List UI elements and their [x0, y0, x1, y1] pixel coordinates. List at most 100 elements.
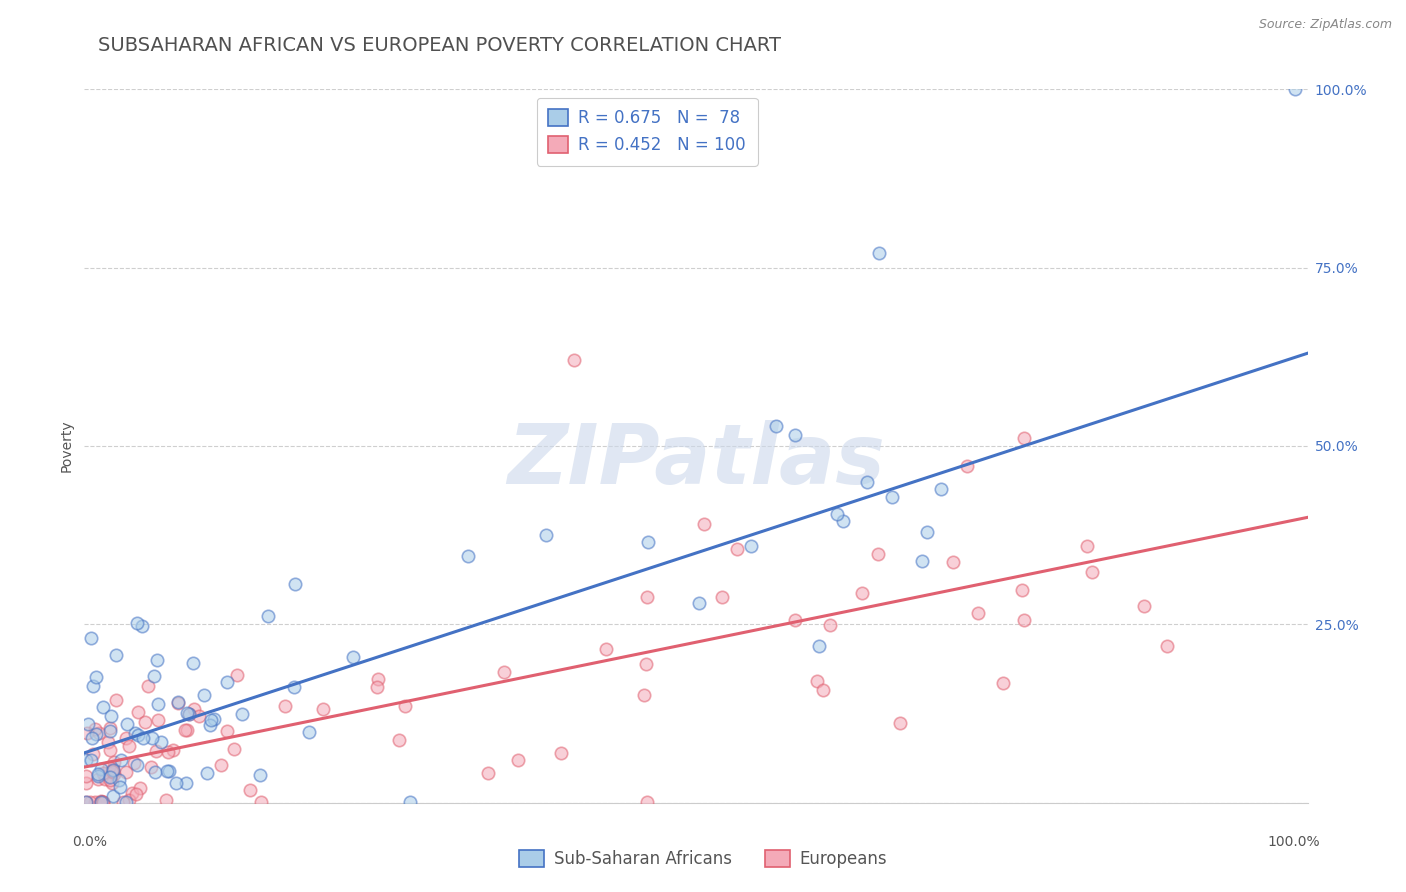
Point	[1132, 599, 1154, 613]
Text: SUBSAHARAN AFRICAN VS EUROPEAN POVERTY CORRELATION CHART: SUBSAHARAN AFRICAN VS EUROPEAN POVERTY C…	[98, 36, 782, 54]
Point	[1080, 566, 1102, 580]
Point	[550, 746, 572, 760]
Point	[75, 795, 97, 809]
Point	[103, 762, 125, 776]
Point	[181, 656, 204, 670]
Point	[127, 705, 149, 719]
Point	[808, 639, 831, 653]
Point	[94, 772, 117, 787]
Point	[312, 702, 335, 716]
Point	[851, 586, 873, 600]
Point	[388, 733, 411, 747]
Point	[157, 764, 180, 778]
Point	[725, 541, 748, 556]
Point	[75, 753, 97, 767]
Point	[222, 742, 245, 756]
Point	[198, 718, 221, 732]
Point	[142, 669, 165, 683]
Point	[115, 795, 138, 809]
Point	[177, 707, 200, 722]
Point	[98, 772, 121, 787]
Point	[75, 795, 97, 809]
Point	[868, 547, 890, 561]
Point	[103, 789, 125, 804]
Point	[146, 697, 169, 711]
Point	[139, 760, 162, 774]
Point	[915, 524, 938, 539]
Point	[87, 726, 110, 740]
Point	[100, 709, 122, 723]
Point	[103, 755, 125, 769]
Point	[90, 762, 112, 776]
Point	[90, 795, 112, 809]
Point	[98, 723, 121, 738]
Point	[118, 792, 141, 806]
Point	[637, 535, 659, 549]
Point	[284, 577, 307, 591]
Point	[783, 613, 806, 627]
Point	[636, 657, 658, 672]
Point	[855, 475, 877, 489]
Point	[146, 713, 169, 727]
Text: ZIPatlas: ZIPatlas	[508, 420, 884, 500]
Point	[90, 795, 112, 809]
Point	[91, 700, 114, 714]
Point	[1284, 82, 1306, 96]
Point	[298, 725, 321, 739]
Point	[136, 680, 159, 694]
Point	[209, 758, 232, 772]
Point	[125, 758, 148, 772]
Point	[155, 793, 177, 807]
Text: Source: ZipAtlas.com: Source: ZipAtlas.com	[1258, 18, 1392, 31]
Point	[125, 788, 148, 802]
Legend: Sub-Saharan Africans, Europeans: Sub-Saharan Africans, Europeans	[512, 843, 894, 875]
Point	[367, 673, 389, 687]
Text: 100.0%: 100.0%	[1267, 835, 1320, 848]
Point	[75, 769, 97, 783]
Point	[765, 419, 787, 434]
Point	[82, 679, 104, 693]
Point	[880, 491, 903, 505]
Point	[636, 590, 658, 604]
Y-axis label: Poverty: Poverty	[59, 420, 73, 472]
Point	[105, 648, 128, 662]
Point	[76, 726, 98, 740]
Point	[176, 723, 198, 738]
Point	[80, 753, 103, 767]
Point	[165, 776, 187, 790]
Point	[84, 727, 107, 741]
Point	[249, 768, 271, 782]
Legend: R = 0.675   N =  78, R = 0.452   N = 100: R = 0.675 N = 78, R = 0.452 N = 100	[537, 97, 758, 166]
Point	[595, 642, 617, 657]
Point	[636, 795, 658, 809]
Point	[101, 764, 124, 778]
Point	[150, 735, 173, 749]
Point	[91, 766, 114, 780]
Point	[77, 717, 100, 731]
Point	[80, 731, 103, 746]
Point	[101, 775, 124, 789]
Point	[90, 795, 112, 809]
Point	[818, 618, 841, 632]
Point	[84, 722, 107, 736]
Point	[131, 619, 153, 633]
Point	[806, 673, 828, 688]
Point	[195, 766, 218, 780]
Point	[108, 780, 131, 795]
Point	[342, 649, 364, 664]
Point	[145, 744, 167, 758]
Point	[93, 795, 115, 809]
Point	[174, 723, 197, 738]
Point	[167, 696, 190, 710]
Point	[740, 539, 762, 553]
Point	[115, 717, 138, 731]
Point	[118, 739, 141, 753]
Point	[91, 795, 114, 809]
Point	[179, 707, 201, 722]
Point	[202, 712, 225, 726]
Point	[101, 763, 124, 777]
Point	[87, 769, 110, 783]
Point	[200, 714, 222, 728]
Point	[231, 707, 253, 722]
Point	[141, 731, 163, 745]
